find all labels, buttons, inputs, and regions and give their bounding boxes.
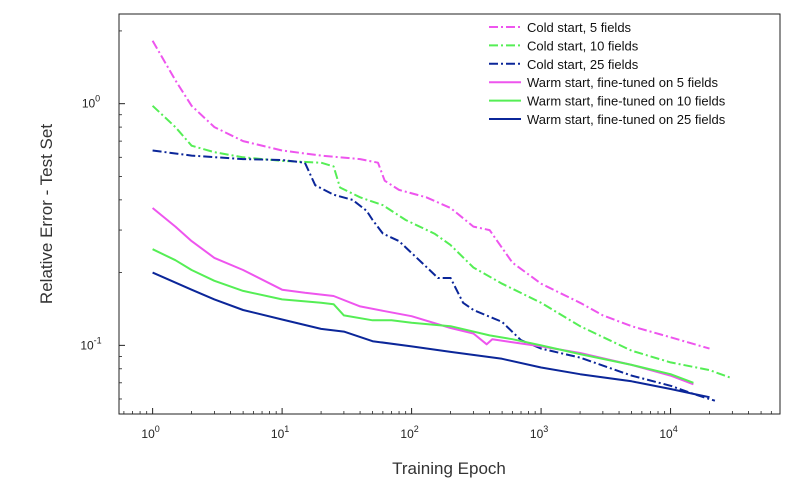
y-tick-label: 100: [82, 94, 100, 111]
legend-label: Warm start, fine-tuned on 25 fields: [527, 112, 726, 127]
legend-label: Warm start, fine-tuned on 10 fields: [527, 94, 726, 109]
legend: Cold start, 5 fields Cold start, 10 field…: [489, 20, 726, 127]
x-tick-label: 103: [530, 424, 548, 441]
x-tick-label: 104: [659, 424, 677, 441]
axis-ticks: [119, 30, 781, 414]
series-line-2: [151, 105, 733, 380]
y-axis-label: Relative Error - Test Set: [37, 124, 56, 304]
series-line-1: [151, 40, 710, 350]
series-line-3: [152, 149, 716, 402]
plot-frame: [118, 13, 781, 415]
tick-labels: 100 101 102 103 104 10-1 100: [80, 94, 677, 441]
legend-label: Warm start, fine-tuned on 5 fields: [527, 75, 718, 90]
y-tick-label: 10-1: [80, 335, 101, 352]
series-line-5: [152, 248, 694, 384]
series-line-6: [152, 271, 710, 399]
x-tick-label: 101: [271, 424, 289, 441]
legend-label: Cold start, 5 fields: [527, 20, 632, 35]
legend-label: Cold start, 10 fields: [527, 38, 639, 53]
x-tick-label: 100: [141, 424, 159, 441]
x-axis-label: Training Epoch: [392, 459, 506, 478]
series-line-4: [151, 207, 694, 386]
x-tick-label: 102: [400, 424, 418, 441]
legend-label: Cold start, 25 fields: [527, 57, 639, 72]
series-layer: [151, 40, 733, 402]
